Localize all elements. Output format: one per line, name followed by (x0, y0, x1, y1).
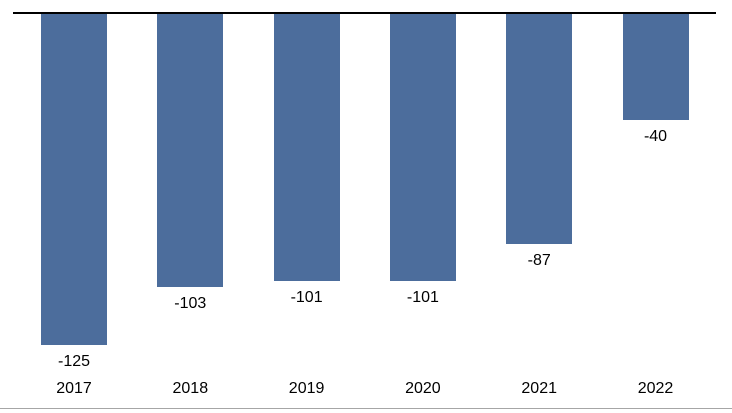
x-axis-label: 2018 (172, 380, 209, 397)
bar (41, 14, 107, 345)
data-label: -101 (290, 289, 323, 306)
data-label: -101 (406, 289, 439, 306)
x-axis-label: 2020 (405, 380, 441, 397)
bottom-border-line (0, 408, 732, 409)
zero-axis-line (13, 12, 716, 14)
x-axis-label: 2022 (637, 380, 674, 397)
x-axis-label: 2021 (521, 380, 557, 397)
x-axis-label: 2017 (56, 380, 92, 397)
bar (389, 14, 456, 281)
data-label: -125 (57, 353, 91, 370)
x-axis-label: 2019 (288, 380, 325, 397)
bar (157, 14, 224, 287)
data-label: -40 (643, 128, 668, 145)
bar (622, 14, 689, 120)
data-label: -103 (174, 295, 207, 312)
bar (506, 14, 573, 244)
data-label: -87 (527, 252, 551, 269)
bar (273, 14, 340, 281)
